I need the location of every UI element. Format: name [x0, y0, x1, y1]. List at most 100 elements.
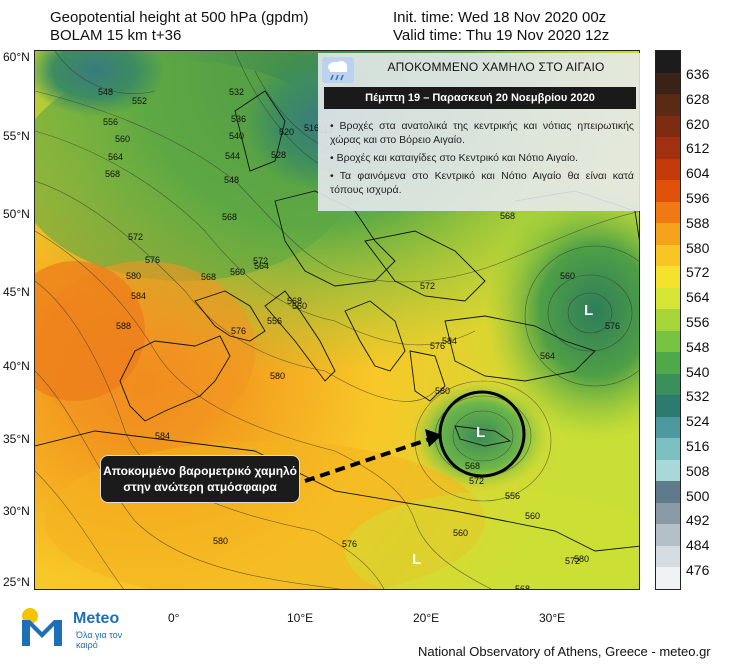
contour-value-label: 580 — [126, 271, 142, 281]
contour-value-label: 584 — [155, 431, 171, 441]
contour-value-label: 544 — [225, 151, 241, 161]
rain-cloud-icon — [322, 57, 354, 83]
callout-line-1: Αποκομμένο βαρομετρικό χαμηλό — [103, 464, 297, 478]
lat-label-40: 40°N — [3, 359, 30, 373]
legend-color-segment — [656, 51, 680, 74]
legend-tick-label: 524 — [686, 413, 710, 430]
lon-label-20e: 20°E — [413, 611, 440, 625]
legend-tick-label: 500 — [686, 487, 710, 504]
lon-label-30e: 30°E — [539, 611, 566, 625]
low-marker-aegean: L — [476, 424, 486, 441]
legend-color-segment — [656, 352, 680, 375]
legend-color-segment — [656, 137, 680, 160]
contour-value-label: 560 — [115, 134, 131, 144]
contour-value-label: 520 — [279, 127, 295, 137]
callout-line-2: στην ανώτερη ατμόσφαιρα — [123, 480, 277, 494]
contour-value-label: 560 — [560, 271, 576, 281]
legend-color-segment — [656, 481, 680, 504]
contour-value-label: 576 — [342, 539, 358, 549]
legend-color-segment — [656, 545, 680, 568]
legend-tick-label: 572 — [686, 264, 710, 281]
contour-value-label: 580 — [213, 536, 229, 546]
lat-label-55: 55°N — [3, 129, 30, 143]
contour-value-label: 532 — [229, 87, 245, 97]
logo-name: Meteo — [73, 610, 120, 627]
legend-color-segment — [656, 502, 680, 525]
legend-color-segment — [656, 524, 680, 547]
legend-tick-label: 484 — [686, 537, 710, 554]
legend-tick-label: 580 — [686, 239, 710, 256]
lat-label-25: 25°N — [3, 575, 30, 589]
contour-value-label: 552 — [132, 96, 148, 106]
lat-label-50: 50°N — [3, 207, 30, 221]
legend-color-segment — [656, 72, 680, 95]
contour-value-label: 568 — [287, 296, 303, 306]
contour-value-label: 556 — [267, 316, 283, 326]
legend-tick-label: 628 — [686, 90, 710, 107]
contour-value-label: 568 — [222, 212, 238, 222]
footer-credit: National Observatory of Athens, Greece -… — [418, 644, 711, 659]
contour-value-label: 560 — [453, 528, 469, 538]
legend-tick-label: 612 — [686, 140, 710, 157]
contour-value-label: 572 — [565, 556, 581, 566]
legend-color-segment — [656, 395, 680, 418]
lat-label-60: 60°N — [3, 50, 30, 64]
contour-value-label: 588 — [116, 321, 132, 331]
contour-value-label: 580 — [435, 386, 451, 396]
legend-tick-label: 596 — [686, 190, 710, 206]
legend-tick-label: 588 — [686, 214, 710, 231]
legend-tick-label: 476 — [686, 562, 710, 578]
low-marker-libya: L — [412, 551, 422, 568]
contour-value-label: 568 — [515, 584, 531, 590]
legend-color-segment — [656, 287, 680, 310]
contour-value-label: 576 — [605, 321, 621, 331]
contour-value-label: 564 — [108, 152, 124, 162]
meteo-logo — [18, 604, 148, 659]
legend-color-segment — [656, 115, 680, 138]
contour-value-label: 568 — [500, 211, 516, 221]
legend-tick-label: 516 — [686, 438, 710, 454]
init-time: Init. time: Wed 18 Nov 2020 00z — [393, 9, 607, 26]
contour-value-label: 556 — [103, 117, 119, 127]
legend-tick-label: 564 — [686, 289, 710, 306]
meteo-logo-mark — [22, 608, 62, 646]
legend-color-segment — [656, 266, 680, 289]
legend-color-segment — [656, 416, 680, 439]
lon-label-10e: 10°E — [287, 611, 314, 625]
info-bullets: • Βροχές στα ανατολικά της κεντρικής και… — [330, 119, 634, 201]
contour-value-label: 556 — [505, 491, 521, 501]
legend-color-segment — [656, 373, 680, 396]
contour-value-label: 560 — [525, 511, 541, 521]
legend-color-segment — [656, 567, 680, 590]
legend-tick-label: 492 — [686, 512, 710, 529]
legend-color-segment — [656, 180, 680, 203]
contour-value-label: 560 — [230, 267, 246, 277]
contour-value-label: 584 — [442, 336, 458, 346]
contour-value-label: 564 — [254, 261, 270, 271]
contour-value-label: 576 — [430, 341, 446, 351]
legend-tick-label: 532 — [686, 388, 710, 405]
contour-value-label: 568 — [105, 169, 121, 179]
contour-value-label: 576 — [145, 255, 161, 265]
info-bullet: • Βροχές και καταιγίδες στο Κεντρικό και… — [330, 152, 579, 164]
lon-label-0: 0° — [168, 611, 180, 625]
contour-value-label: 568 — [465, 461, 481, 471]
legend-color-segment — [656, 438, 680, 461]
contour-value-label: 568 — [201, 272, 217, 282]
legend-tick-label: 620 — [686, 115, 710, 132]
contour-value-label: 572 — [469, 476, 485, 486]
lat-label-45: 45°N — [3, 285, 30, 299]
contour-value-label: 572 — [128, 232, 144, 242]
legend-tick-label: 556 — [686, 314, 710, 330]
forecast-info-box: ΑΠΟΚΟΜΜΕΝΟ ΧΑΜΗΛΟ ΣΤΟ ΑΙΓΑΙΟ Πέμπτη 19 –… — [318, 53, 640, 211]
contour-value-label: 580 — [270, 371, 286, 381]
contour-value-label: 576 — [231, 326, 247, 336]
valid-time: Valid time: Thu 19 Nov 2020 12z — [393, 27, 610, 44]
lat-label-35: 35°N — [3, 432, 30, 446]
legend-color-segment — [656, 244, 680, 267]
lat-label-30: 30°N — [3, 504, 30, 518]
legend-color-segment — [656, 158, 680, 181]
legend-color-segment — [656, 223, 680, 246]
legend-color-segment — [656, 330, 680, 353]
model-label: BOLAM 15 km t+36 — [50, 27, 182, 44]
